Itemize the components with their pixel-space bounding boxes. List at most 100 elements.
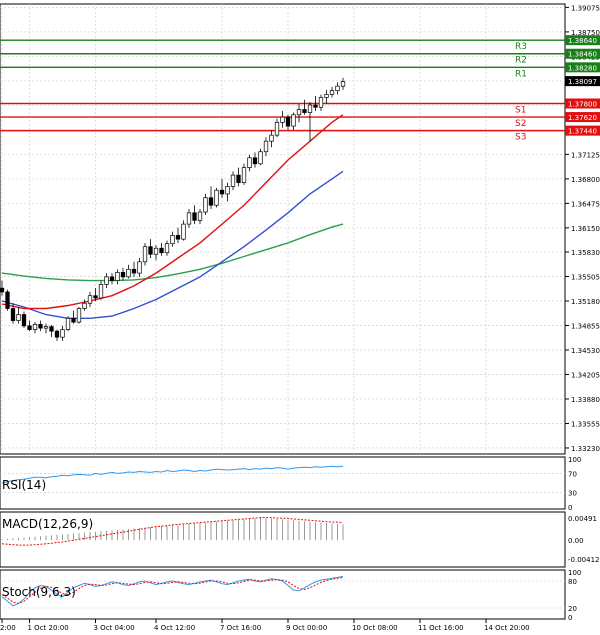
- candle-body: [87, 295, 93, 304]
- candle-body: [285, 116, 291, 127]
- stoch-d-line: [1, 576, 344, 605]
- candle-body: [10, 308, 16, 321]
- candle-body: [142, 246, 148, 263]
- rsi-tick-label: 100: [568, 456, 581, 464]
- rsi-line: [1, 465, 344, 484]
- price-pane-frame: [0, 3, 566, 455]
- stoch-tick-label: 20: [568, 605, 577, 613]
- price-tick-label: 1.34205: [571, 371, 600, 379]
- rsi-title: RSI(14): [2, 478, 46, 492]
- time-axis: 2:00 1 Oct 20:00 3 Oct 04:00 4 Oct 12:00 7 O…: [0, 619, 530, 632]
- candle-body: [225, 186, 230, 195]
- candle-body: [263, 140, 269, 153]
- candle-body: [269, 134, 274, 142]
- ma-mid-line: [1, 170, 344, 319]
- time-tick-label: 2:00: [0, 624, 16, 632]
- resistance-tag-r1: R1: [515, 69, 527, 79]
- candle-body: [197, 211, 203, 221]
- candle-body: [159, 247, 164, 254]
- resistance-tag-r3: R3: [515, 42, 527, 52]
- candle-body: [164, 243, 170, 254]
- candle-body: [32, 324, 38, 330]
- price-tick-label: 1.33230: [571, 445, 600, 453]
- candle-body: [219, 189, 225, 195]
- candle-body: [291, 114, 296, 127]
- candle-body: [192, 212, 197, 221]
- candle-body: [109, 276, 115, 281]
- resistance-price-box: [565, 35, 600, 46]
- candle-body: [296, 109, 302, 116]
- time-tick-label: 1 Oct 20:00: [28, 624, 69, 632]
- candle-body: [71, 317, 76, 323]
- price-tick-label: 1.36800: [571, 176, 600, 184]
- time-tick-label: 3 Oct 04:00: [94, 624, 135, 632]
- candle-body: [318, 97, 324, 108]
- candle-body: [258, 151, 263, 165]
- candle-body: [16, 314, 21, 321]
- support-price-label: 1.37440: [568, 128, 597, 136]
- candle-body: [82, 302, 87, 309]
- resistance-tag-r2: R2: [515, 56, 527, 66]
- price-tick-label: 1.34855: [571, 322, 600, 330]
- candle-body: [153, 247, 159, 255]
- resistance-price-label: 1.38640: [568, 37, 597, 45]
- time-tick-label: 7 Oct 16:00: [220, 624, 261, 632]
- candle-body: [21, 314, 27, 327]
- candle-body: [203, 197, 208, 213]
- candle-body: [335, 85, 340, 92]
- candle-body: [131, 268, 137, 274]
- candle-body: [302, 109, 307, 113]
- candle-body: [115, 271, 120, 281]
- price-tick-label: 1.33555: [571, 420, 600, 428]
- macd-tick-label: 0.00491: [568, 515, 597, 523]
- candle-body: [65, 317, 71, 330]
- support-tag-s3: S3: [515, 133, 526, 143]
- macd-signal-line: [1, 517, 344, 546]
- candle-body: [208, 197, 214, 206]
- candle-body: [241, 167, 247, 183]
- macd-tick-label: 0.00: [568, 537, 584, 545]
- candle-body: [252, 157, 258, 165]
- time-tick-label: 14 Oct 20:00: [484, 624, 530, 632]
- support-tag-s2: S2: [515, 119, 526, 129]
- candle-body: [230, 174, 236, 187]
- candle-body: [236, 174, 241, 183]
- support-price-box: [565, 125, 600, 136]
- support-price-label: 1.37620: [568, 114, 597, 122]
- candle-body: [0, 287, 5, 293]
- candle-body: [93, 295, 98, 299]
- price-tick-label: 1.33880: [571, 396, 600, 404]
- candle-body: [324, 94, 329, 98]
- support-price-box: [565, 112, 600, 123]
- candle-body: [170, 235, 175, 245]
- resistance-price-label: 1.38280: [568, 64, 597, 72]
- rsi-pane-frame: [0, 456, 566, 510]
- rsi-tick-label: 0: [568, 504, 572, 512]
- rsi-tick-label: 30: [568, 490, 577, 498]
- price-tick-label: 1.34530: [571, 347, 600, 355]
- candle-body: [60, 329, 65, 338]
- candle-body: [307, 104, 313, 113]
- candle-body: [5, 291, 10, 309]
- support-price-label: 1.37800: [568, 100, 597, 108]
- rsi-pane: 100 70 30 0 RSI(14): [0, 456, 581, 512]
- price-tick-label: 1.39075: [571, 4, 600, 12]
- stoch-k-line: [1, 576, 344, 607]
- macd-tick-label: -0.00412: [568, 556, 599, 564]
- stoch-title: Stoch(9,6,3): [2, 585, 76, 599]
- candle-body: [27, 325, 32, 330]
- time-tick-label: 10 Oct 08:00: [352, 624, 398, 632]
- candle-body: [120, 271, 126, 278]
- candle-body: [148, 246, 153, 255]
- time-tick-label: 4 Oct 12:00: [154, 624, 195, 632]
- ma-slow-line: [1, 223, 344, 282]
- candle-body: [329, 90, 335, 95]
- candle-body: [175, 235, 181, 240]
- price-tick-label: 1.35830: [571, 249, 600, 257]
- stoch-tick-label: 0: [568, 614, 572, 622]
- candle-body: [280, 116, 285, 123]
- current-price-label: 1.38097: [568, 78, 597, 86]
- rsi-tick-label: 70: [568, 470, 577, 478]
